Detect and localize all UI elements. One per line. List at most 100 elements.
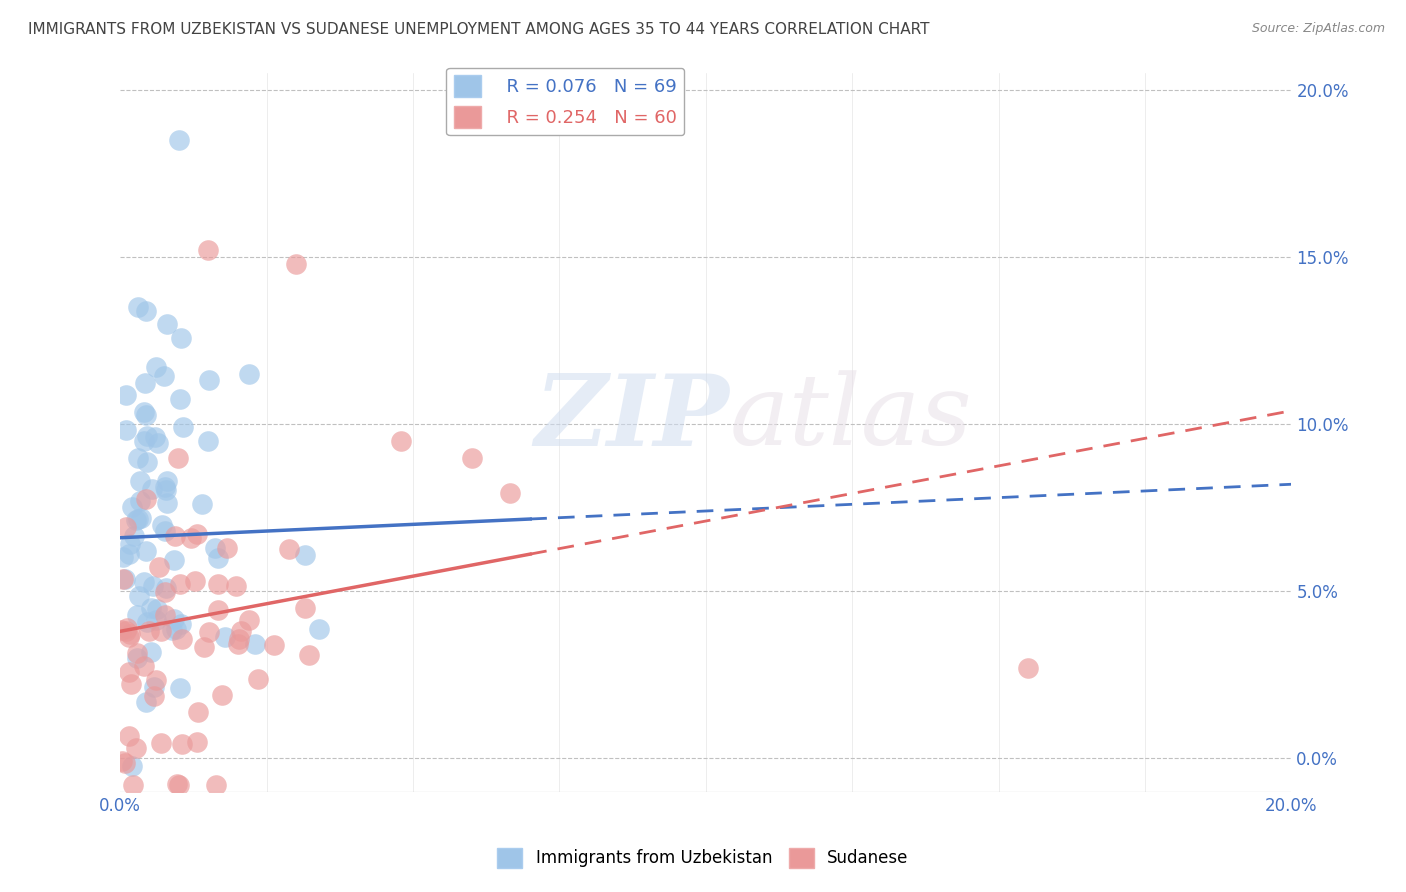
Point xyxy=(127,650,149,665)
Point xyxy=(170,331,193,345)
Point xyxy=(118,729,141,743)
Point xyxy=(228,632,250,647)
Point xyxy=(308,622,330,636)
Point xyxy=(155,585,177,599)
Point xyxy=(238,367,260,381)
Point xyxy=(139,645,162,659)
Point xyxy=(186,735,208,749)
Point xyxy=(238,613,260,627)
Point xyxy=(129,474,152,488)
Point xyxy=(146,602,169,616)
Point xyxy=(115,424,138,438)
Point xyxy=(191,497,214,511)
Point xyxy=(165,529,187,543)
Point xyxy=(153,524,176,538)
Point xyxy=(156,496,179,510)
Point xyxy=(131,510,153,524)
Point xyxy=(187,705,209,719)
Text: Source: ZipAtlas.com: Source: ZipAtlas.com xyxy=(1251,22,1385,36)
Point xyxy=(135,492,157,507)
Point xyxy=(231,624,253,639)
Point xyxy=(135,304,157,318)
Point xyxy=(207,551,229,566)
Point xyxy=(135,429,157,443)
Point xyxy=(111,572,134,586)
Point xyxy=(155,581,177,595)
Point xyxy=(112,549,135,564)
Point xyxy=(207,577,229,591)
Point xyxy=(143,429,166,443)
Legend:   R = 0.076   N = 69,   R = 0.254   N = 60: R = 0.076 N = 69, R = 0.254 N = 60 xyxy=(447,68,685,136)
Point xyxy=(389,434,412,448)
Point xyxy=(138,624,160,638)
Point xyxy=(155,483,177,498)
Point xyxy=(211,688,233,702)
Point xyxy=(118,626,141,640)
Point xyxy=(166,777,188,791)
Point xyxy=(125,740,148,755)
Point xyxy=(118,547,141,561)
Point xyxy=(294,548,316,562)
Point xyxy=(1017,661,1039,675)
Point xyxy=(136,455,159,469)
Point xyxy=(163,553,186,567)
Point xyxy=(120,677,142,691)
Point xyxy=(197,434,219,448)
Point xyxy=(115,624,138,638)
Point xyxy=(214,630,236,644)
Point xyxy=(186,526,208,541)
Point xyxy=(198,372,221,386)
Point xyxy=(205,778,228,792)
Point xyxy=(125,646,148,660)
Point xyxy=(170,737,193,751)
Point xyxy=(226,637,249,651)
Point xyxy=(150,517,173,532)
Point xyxy=(153,608,176,623)
Point xyxy=(115,520,138,534)
Point xyxy=(132,434,155,448)
Point xyxy=(460,450,482,465)
Point xyxy=(145,673,167,687)
Text: atlas: atlas xyxy=(730,370,972,466)
Point xyxy=(184,574,207,588)
Point xyxy=(125,513,148,527)
Point xyxy=(170,632,193,647)
Point xyxy=(142,579,165,593)
Point xyxy=(285,257,308,271)
Point xyxy=(117,630,139,644)
Point xyxy=(294,600,316,615)
Point xyxy=(122,529,145,543)
Point xyxy=(141,600,163,615)
Point xyxy=(153,479,176,493)
Point xyxy=(141,483,163,497)
Point xyxy=(172,419,194,434)
Text: ZIP: ZIP xyxy=(534,370,730,467)
Point xyxy=(150,736,173,750)
Point xyxy=(135,695,157,709)
Point xyxy=(115,621,138,635)
Point xyxy=(118,665,141,680)
Point xyxy=(193,640,215,654)
Point xyxy=(156,474,179,488)
Point xyxy=(278,541,301,556)
Point xyxy=(170,617,193,632)
Point xyxy=(156,317,179,331)
Point xyxy=(121,759,143,773)
Point xyxy=(215,541,238,556)
Point xyxy=(136,615,159,630)
Point xyxy=(135,544,157,558)
Point xyxy=(169,577,191,591)
Point xyxy=(197,244,219,258)
Point xyxy=(128,590,150,604)
Point xyxy=(145,613,167,627)
Point xyxy=(132,574,155,589)
Point xyxy=(167,133,190,147)
Point xyxy=(499,486,522,500)
Point xyxy=(134,376,156,391)
Point xyxy=(163,612,186,626)
Legend: Immigrants from Uzbekistan, Sudanese: Immigrants from Uzbekistan, Sudanese xyxy=(491,841,915,875)
Point xyxy=(180,531,202,545)
Point xyxy=(245,637,267,651)
Point xyxy=(142,689,165,703)
Point xyxy=(122,778,145,792)
